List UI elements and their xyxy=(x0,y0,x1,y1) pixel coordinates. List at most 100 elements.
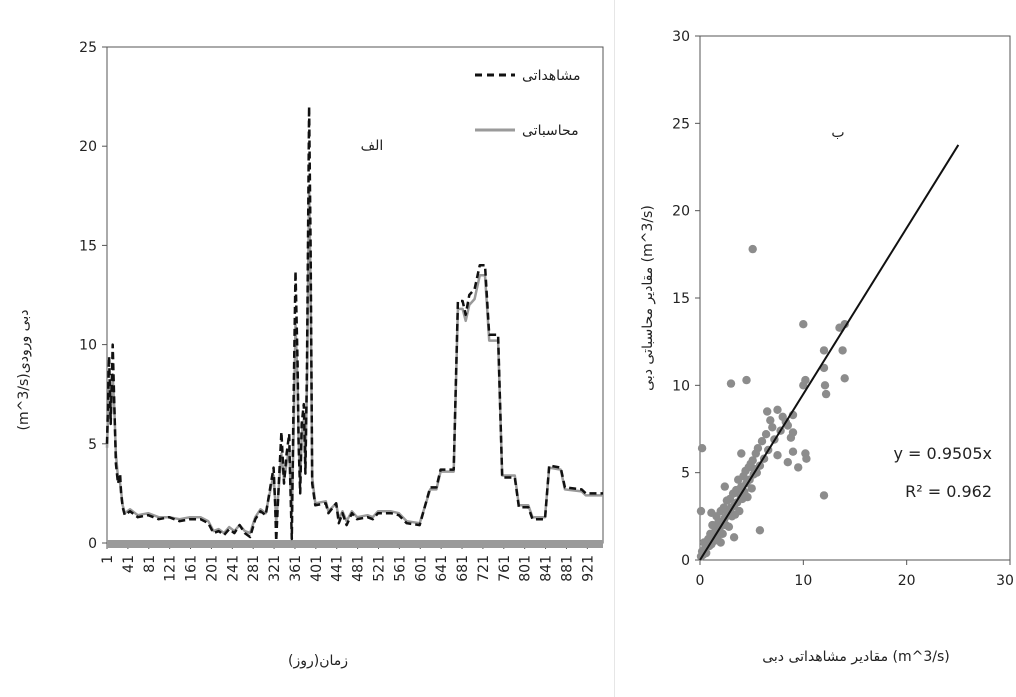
scatter-point xyxy=(801,449,810,458)
x-tick-label: 10 xyxy=(794,573,812,589)
x-tick-label: 121 xyxy=(163,555,179,582)
x-tick-label: 481 xyxy=(351,555,367,582)
x-tick-label: 841 xyxy=(539,555,555,582)
observed-series-line xyxy=(105,105,603,543)
scatter-point xyxy=(747,484,756,493)
line-series-group xyxy=(105,105,603,548)
scatter-point xyxy=(753,444,763,453)
x-tick-label: 681 xyxy=(455,555,471,582)
legend-computed-label: محاسباتی xyxy=(522,123,579,139)
x-tick-label: 361 xyxy=(288,555,304,582)
scatter-point xyxy=(788,428,798,437)
scatter-x-axis: 0 10 20 30 xyxy=(696,560,1014,589)
scatter-panel-label: ب xyxy=(831,125,844,141)
x-tick-label: 241 xyxy=(225,555,241,582)
scatter-point xyxy=(799,381,808,390)
scatter-point xyxy=(742,375,751,385)
x-tick-label: 521 xyxy=(371,555,387,582)
x-tick-label: 641 xyxy=(434,555,450,582)
scatter-point xyxy=(757,437,767,446)
scatter-point xyxy=(763,407,772,416)
line-y-axis: 0 5 10 15 20 25 xyxy=(79,40,107,552)
scatter-point xyxy=(840,320,849,329)
x-tick-label: 401 xyxy=(309,555,325,582)
x-tick-label: 921 xyxy=(580,555,596,582)
panel-divider xyxy=(614,0,615,697)
x-tick-label: 561 xyxy=(392,555,408,582)
x-tick-label: 281 xyxy=(246,555,262,582)
y-tick-label: 15 xyxy=(79,238,97,254)
scatter-point xyxy=(755,526,765,535)
x-tick-label: 721 xyxy=(476,555,492,582)
scatter-point xyxy=(821,389,831,399)
scatter-point xyxy=(768,423,777,432)
y-tick-label: 25 xyxy=(79,40,97,56)
scatter-point xyxy=(720,482,729,491)
y-tick-label: 10 xyxy=(672,378,690,394)
line-y-axis-title: (m^3/s)دبی ورودی xyxy=(16,310,32,431)
scatter-points-group xyxy=(696,244,849,561)
legend-observed-label: مشاهداتی xyxy=(522,68,580,84)
scatter-point xyxy=(726,379,736,388)
y-tick-label: 25 xyxy=(672,116,690,132)
x-tick-label: 441 xyxy=(330,555,346,582)
scatter-point xyxy=(724,522,734,531)
y-tick-label: 15 xyxy=(672,291,690,307)
x-tick-label: 1 xyxy=(100,555,116,564)
scatter-point xyxy=(729,533,739,542)
scatter-point xyxy=(819,491,829,500)
y-tick-label: 10 xyxy=(79,338,97,354)
scatter-equation: y = 0.9505x xyxy=(894,444,993,463)
x-tick-label: 0 xyxy=(696,573,705,589)
scatter-point xyxy=(716,538,725,547)
x-tick-label: 41 xyxy=(121,555,137,573)
y-tick-label: 5 xyxy=(681,466,690,482)
scatter-point xyxy=(743,492,752,502)
scatter-point xyxy=(799,320,808,329)
scatter-point xyxy=(838,346,847,355)
scatter-point xyxy=(773,451,782,460)
y-tick-label: 0 xyxy=(88,536,97,552)
scatter-r-squared: R² = 0.962 xyxy=(905,482,992,501)
x-tick-label: 161 xyxy=(184,555,200,582)
x-tick-label: 761 xyxy=(497,555,513,582)
scatter-point xyxy=(718,529,727,538)
line-plot-frame xyxy=(106,46,604,544)
zero-baseline-band xyxy=(107,540,603,548)
scatter-point xyxy=(748,456,757,465)
y-tick-label: 20 xyxy=(672,204,690,220)
scatter-trendline xyxy=(699,144,960,561)
computed-series-line xyxy=(105,184,603,535)
scatter-point xyxy=(696,506,706,516)
scatter-point xyxy=(773,405,782,414)
line-panel-label: الف xyxy=(361,138,384,154)
line-x-axis: 1 41 81 121 161 201 241 281 321 361 401 441 481 521 56… xyxy=(100,543,596,582)
scatter-point xyxy=(820,381,830,390)
scatter-y-axis-title: مقادیر محاسباتی دبی (m^3/s) xyxy=(640,205,656,391)
scatter-point xyxy=(794,463,803,472)
line-legend: مشاهداتی محاسباتی xyxy=(475,68,580,139)
y-tick-label: 0 xyxy=(681,553,690,569)
y-tick-label: 30 xyxy=(672,29,690,45)
y-tick-label: 20 xyxy=(79,139,97,155)
x-tick-label: 881 xyxy=(559,555,575,582)
x-tick-label: 801 xyxy=(518,555,534,582)
x-tick-label: 20 xyxy=(898,573,916,589)
scatter-point xyxy=(748,244,757,254)
scatter-point xyxy=(766,416,775,425)
scatter-point xyxy=(840,374,849,383)
x-tick-label: 601 xyxy=(413,555,429,582)
line-chart: 0 5 10 15 20 25 1 41 81 121 161 201 241 281 321 361 401… xyxy=(16,40,604,669)
y-tick-label: 5 xyxy=(88,437,97,453)
scatter-y-axis: 0 5 10 15 20 25 30 xyxy=(672,29,700,569)
scatter-point xyxy=(697,444,707,453)
x-tick-label: 201 xyxy=(204,555,220,582)
scatter-x-axis-title: مقادیر مشاهداتی دبی (m^3/s) xyxy=(762,649,950,665)
line-x-axis-title: زمان(روز) xyxy=(288,653,348,669)
scatter-point xyxy=(735,506,744,516)
scatter-point xyxy=(737,449,746,458)
scatter-point xyxy=(783,458,792,467)
x-tick-label: 81 xyxy=(142,555,158,573)
scatter-chart: 0 5 10 15 20 25 30 0 10 20 30 ب y = 0.9505x R² = … xyxy=(640,29,1014,665)
